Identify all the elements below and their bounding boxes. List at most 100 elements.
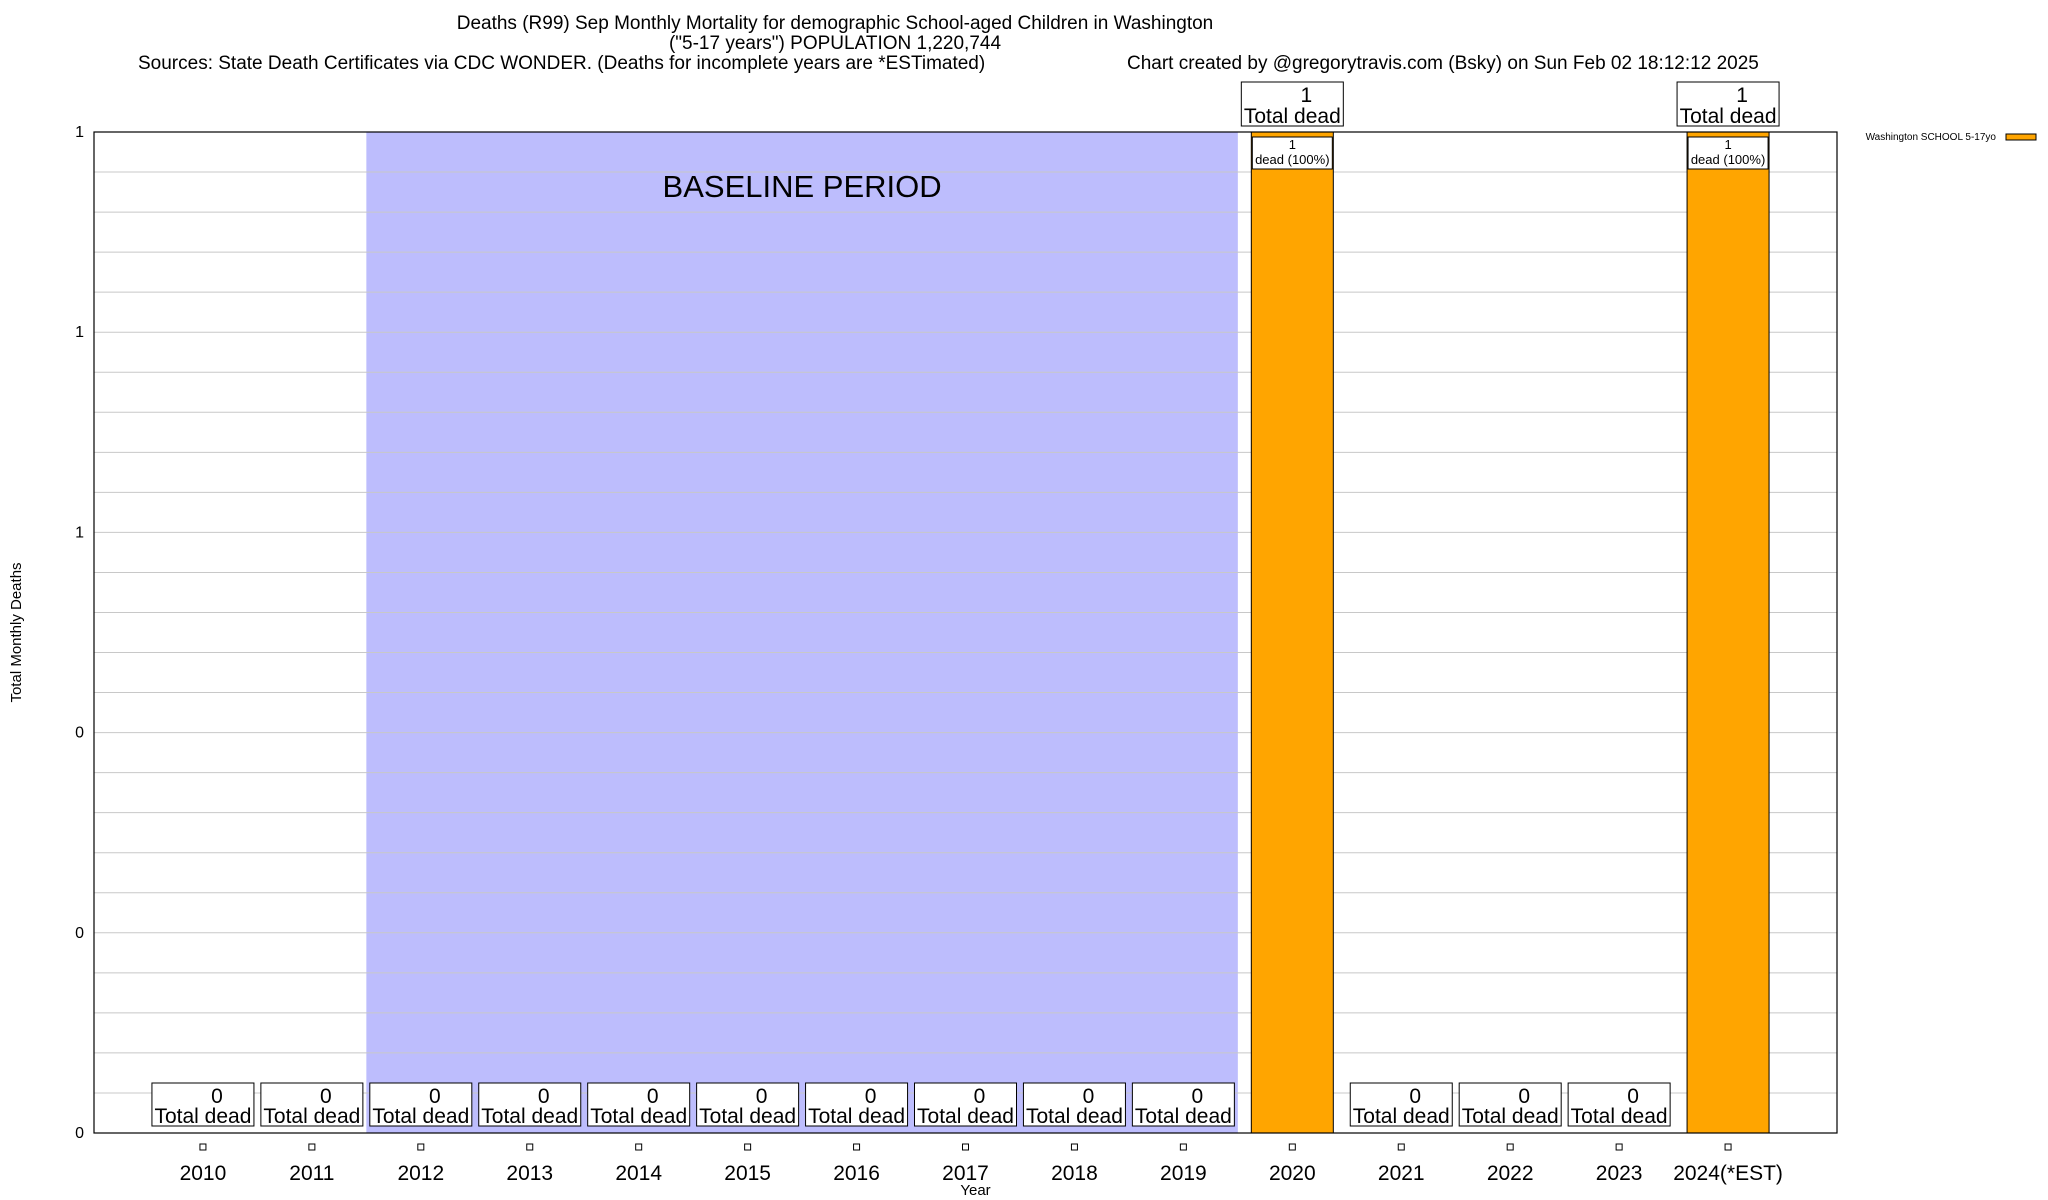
legend-label: Washington SCHOOL 5-17yo (1866, 132, 1997, 143)
total-text: Total dead (372, 1105, 469, 1128)
x-tick-label: 2021 (1378, 1162, 1425, 1185)
total-text: Total dead (808, 1105, 905, 1128)
x-tick-label: 2024(*EST) (1673, 1162, 1783, 1185)
total-value: 0 (974, 1085, 986, 1108)
x-tick-label: 2023 (1596, 1162, 1643, 1185)
total-box (805, 1082, 909, 1127)
total-text: Total dead (1571, 1105, 1668, 1128)
x-tick-marker (744, 1143, 752, 1151)
y-tick-label: 1 (75, 324, 84, 341)
y-tick-label: 0 (75, 925, 84, 942)
x-tick-label: 2017 (942, 1162, 989, 1185)
total-text: Total dead (263, 1105, 360, 1128)
total-value: 0 (647, 1085, 659, 1108)
bar-label-box (1251, 136, 1333, 170)
x-tick-marker (1397, 1143, 1405, 1151)
total-value: 0 (211, 1085, 223, 1108)
y-tick-label: 0 (75, 725, 84, 742)
chart-subtitle: ("5-17 years") POPULATION 1,220,744 (668, 33, 1002, 54)
bar-label-text: dead (100%) (1255, 152, 1329, 167)
total-text: Total dead (1244, 105, 1341, 128)
total-text: Total dead (1680, 105, 1777, 128)
total-box (1131, 1082, 1235, 1127)
x-tick-marker (853, 1143, 861, 1151)
x-tick-label: 2013 (506, 1162, 553, 1185)
chart-credit: Chart created by @gregorytravis.com (Bsk… (1127, 53, 1759, 74)
x-tick-marker (526, 1143, 534, 1151)
x-tick-label: 2016 (833, 1162, 880, 1185)
total-value: 0 (429, 1085, 441, 1108)
x-tick-marker (962, 1143, 969, 1151)
y-axis-title: Total Monthly Deaths (8, 562, 25, 702)
chart-sources: Sources: State Death Certificates via CD… (138, 53, 986, 74)
total-box (914, 1082, 1017, 1127)
plot-frame (93, 131, 1838, 1134)
y-tick-label: 1 (75, 124, 84, 141)
total-text: Total dead (590, 1105, 687, 1128)
total-box (1022, 1082, 1126, 1127)
total-value: 0 (756, 1085, 768, 1108)
total-value: 0 (1083, 1085, 1095, 1108)
total-value: 0 (538, 1085, 550, 1108)
bar-label-value: 1 (1724, 137, 1731, 152)
total-value: 0 (320, 1085, 332, 1108)
x-tick-marker (1070, 1143, 1078, 1151)
total-text: Total dead (917, 1105, 1014, 1128)
legend-swatch (2005, 133, 2037, 141)
total-box (696, 1082, 800, 1127)
x-tick-marker (1724, 1143, 1732, 1151)
total-text: Total dead (1462, 1105, 1559, 1128)
total-box (151, 1082, 255, 1127)
total-value: 1 (1300, 84, 1312, 107)
bar-label-text: dead (100%) (1691, 152, 1765, 167)
total-value: 0 (1518, 1085, 1530, 1108)
x-tick-marker (635, 1143, 643, 1151)
x-tick-marker (1288, 1143, 1296, 1151)
x-tick-label: 2020 (1269, 1162, 1316, 1185)
x-tick-label: 2018 (1051, 1162, 1098, 1185)
bar (1250, 131, 1334, 1134)
total-text: Total dead (1135, 1105, 1232, 1128)
total-box (1676, 81, 1780, 127)
total-box (1458, 1082, 1562, 1127)
bar-label-value: 1 (1289, 137, 1296, 152)
total-text: Total dead (1026, 1105, 1123, 1128)
x-tick-marker (1506, 1143, 1514, 1151)
y-tick-label: 0 (75, 1125, 84, 1142)
total-box (369, 1082, 473, 1127)
total-box (260, 1082, 364, 1127)
baseline-period-region (366, 132, 1238, 1133)
total-value: 0 (1192, 1085, 1204, 1108)
x-tick-label: 2014 (615, 1162, 662, 1185)
bar (1686, 131, 1770, 1134)
x-tick-label: 2011 (289, 1162, 334, 1185)
total-box (1567, 1082, 1671, 1127)
chart-title: Deaths (R99) Sep Monthly Mortality for d… (456, 13, 1214, 34)
x-tick-label: 2022 (1487, 1162, 1534, 1185)
total-value: 0 (865, 1085, 877, 1108)
x-tick-marker (417, 1143, 425, 1151)
total-text: Total dead (1353, 1105, 1450, 1128)
y-tick-label: 1 (75, 524, 84, 541)
total-value: 1 (1736, 84, 1748, 107)
x-tick-marker (1179, 1143, 1187, 1151)
total-box (1349, 1082, 1453, 1127)
total-text: Total dead (154, 1105, 251, 1128)
x-tick-marker (308, 1143, 316, 1151)
baseline-period-label: BASELINE PERIOD (663, 169, 942, 204)
x-tick-marker (1615, 1143, 1623, 1151)
x-tick-marker (199, 1143, 207, 1151)
x-tick-label: 2019 (1160, 1162, 1207, 1185)
total-text: Total dead (481, 1105, 578, 1128)
total-box (587, 1082, 691, 1127)
total-box (1240, 81, 1344, 127)
x-tick-label: 2012 (397, 1162, 444, 1185)
total-text: Total dead (699, 1105, 796, 1128)
x-axis-title: Year (960, 1182, 990, 1199)
total-value: 0 (1409, 1085, 1421, 1108)
total-value: 0 (1627, 1085, 1639, 1108)
total-box (478, 1082, 582, 1127)
x-tick-label: 2010 (180, 1162, 227, 1185)
bar-label-box (1687, 136, 1769, 170)
